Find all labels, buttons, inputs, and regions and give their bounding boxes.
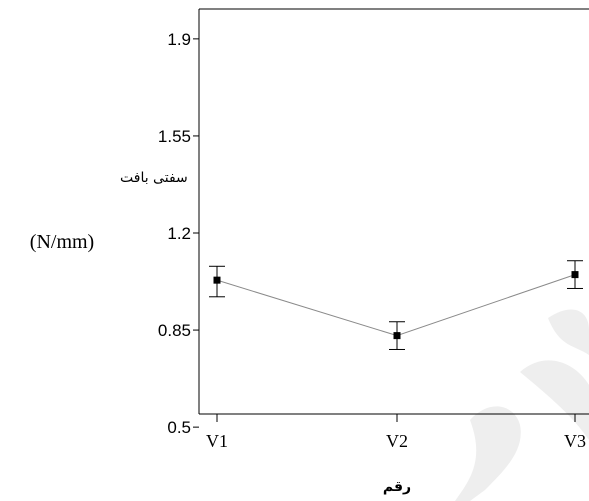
data-point-marker [393, 332, 401, 340]
x-tick-label: V2 [386, 431, 408, 451]
x-tick-label: V3 [564, 431, 586, 451]
y-axis-unit-label: (N/mm) [30, 231, 94, 253]
series-line [216, 274, 576, 337]
y-axis-ticks: 0.5 0.85 1.2 1.55 1.9 [158, 30, 199, 437]
plot-frame [198, 8, 589, 415]
watermark [455, 309, 589, 501]
y-tick-label: 0.5 [167, 418, 191, 437]
y-tick-label: 1.9 [167, 30, 191, 49]
data-point-marker [213, 276, 221, 284]
y-tick-label: 1.55 [158, 127, 191, 146]
y-tick-label: 0.85 [158, 321, 191, 340]
data-series [209, 260, 583, 350]
x-tick-label: V1 [206, 431, 228, 451]
y-tick-label: 1.2 [167, 224, 191, 243]
x-axis-label: رقم [383, 479, 411, 495]
x-axis-ticks: V1 V2 V3 [206, 414, 586, 451]
y-axis-label: سفتی بافت [120, 170, 188, 186]
data-point-marker [571, 271, 579, 279]
